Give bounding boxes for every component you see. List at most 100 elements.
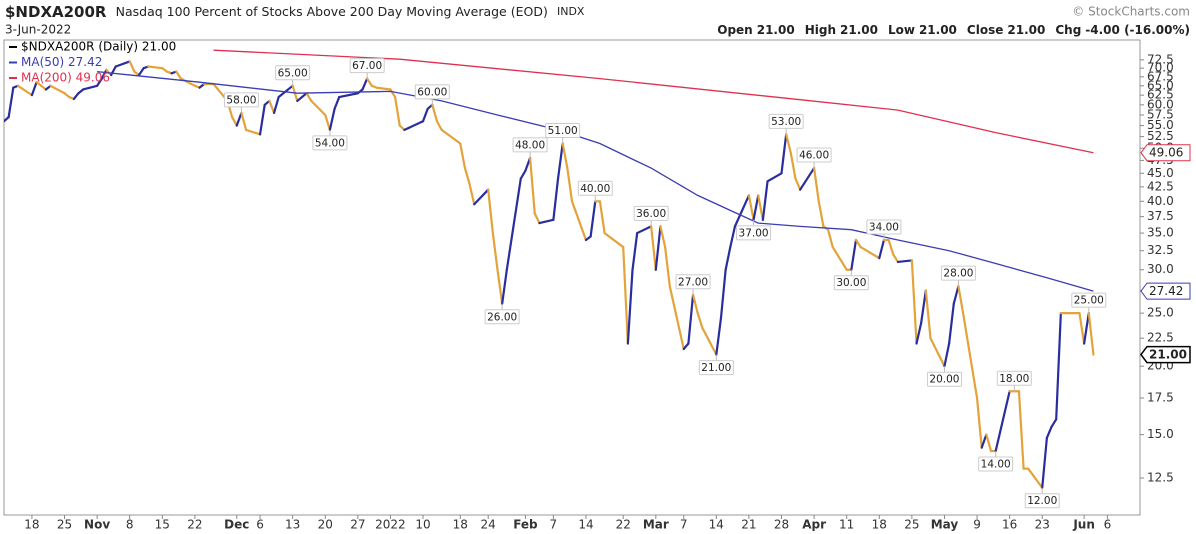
price-segment xyxy=(16,84,34,97)
price-segment xyxy=(389,88,397,99)
price-segment xyxy=(636,225,653,235)
annotation-box xyxy=(698,360,734,376)
price-segment xyxy=(1045,425,1053,439)
x-tick-label: 16 xyxy=(1002,518,1017,532)
annotation-box xyxy=(223,92,259,108)
annotation-box xyxy=(996,370,1032,386)
price-segment xyxy=(519,169,527,180)
price-segment xyxy=(324,113,332,132)
price-segment xyxy=(831,245,848,271)
price-segment xyxy=(137,67,145,77)
y-tick-label: 57.5 xyxy=(1147,107,1174,121)
price-segment xyxy=(100,68,108,80)
annotation-label: 67.00 xyxy=(352,60,382,72)
annotation-box xyxy=(577,180,613,196)
price-segment xyxy=(733,194,751,228)
price-segment xyxy=(96,77,103,87)
price-segment xyxy=(244,128,262,136)
price-segment xyxy=(975,396,983,449)
last-value-tag xyxy=(1140,345,1191,364)
price-segment xyxy=(82,84,99,91)
price-segment xyxy=(333,95,341,110)
annotation-box xyxy=(312,135,348,151)
x-tick-label: 7 xyxy=(550,518,558,532)
price-segment xyxy=(7,86,15,119)
price-segment xyxy=(431,103,439,123)
price-segment xyxy=(747,194,755,221)
x-tick-label: 18 xyxy=(24,518,39,532)
price-segment xyxy=(887,238,895,256)
price-segment xyxy=(985,433,993,453)
annotation-label: 28.00 xyxy=(943,268,973,280)
price-segment xyxy=(305,92,313,103)
moving-average xyxy=(213,49,1094,154)
x-tick-label: 25 xyxy=(57,518,72,532)
x-tick-label: 13 xyxy=(285,518,300,532)
price-segment xyxy=(463,166,471,186)
price-segment xyxy=(1087,312,1095,356)
x-tick-label: 6 xyxy=(256,518,264,532)
annotation-box xyxy=(940,265,976,281)
price-segment xyxy=(501,268,508,305)
annotation-label: 65.00 xyxy=(278,67,308,79)
price-segment xyxy=(528,156,536,215)
quote-label: Open xyxy=(717,23,752,37)
price-segment xyxy=(929,337,946,368)
x-tick-label: 25 xyxy=(904,518,919,532)
price-segment xyxy=(896,259,913,264)
y-tick-label: 17.5 xyxy=(1147,390,1174,404)
plot-area xyxy=(4,49,1095,489)
quote-value: -4.00 (-16.00%) xyxy=(1085,23,1190,37)
y-tick-label: 67.5 xyxy=(1147,69,1174,83)
plot-frame xyxy=(3,39,1141,516)
price-segment xyxy=(435,120,443,132)
x-tick-label: 8 xyxy=(126,518,134,532)
annotation-box xyxy=(796,147,832,163)
price-segment xyxy=(924,289,932,340)
quote-label: Close xyxy=(967,23,1003,37)
quote-label: Low xyxy=(888,23,915,37)
annotation-box xyxy=(414,84,450,100)
price-segment xyxy=(235,111,243,127)
annotation-label: 37.00 xyxy=(739,227,769,239)
price-segment xyxy=(566,166,574,203)
price-segment xyxy=(72,92,80,101)
annotation-box xyxy=(866,219,902,235)
price-segment xyxy=(561,142,569,170)
price-segment xyxy=(761,180,769,221)
price-segment xyxy=(473,188,490,206)
price-segment xyxy=(659,225,667,249)
price-segment xyxy=(258,103,266,136)
x-tick-label: 15 xyxy=(155,518,170,532)
legend-label: MA(50) 27.42 xyxy=(21,55,102,69)
quote-value: 21.00 xyxy=(757,23,795,37)
price-segment xyxy=(682,342,690,351)
y-tick-label: 62.5 xyxy=(1147,88,1174,102)
annotation-box xyxy=(768,113,804,129)
annotation-box xyxy=(736,225,772,241)
quote: Open 21.00 High 21.00 Low 21.00 Close 21.00 Chg -… xyxy=(717,23,1190,37)
y-tick-label: 35.0 xyxy=(1147,226,1174,240)
x-tick-label: 24 xyxy=(481,518,496,532)
price-segment xyxy=(175,70,183,80)
price-segment xyxy=(785,133,792,155)
price-segment xyxy=(533,212,541,225)
price-segment xyxy=(878,238,886,260)
symbol: $NDXA200R xyxy=(5,3,107,21)
price-segment xyxy=(952,285,960,305)
price-segment xyxy=(1078,312,1086,345)
annotation-label: 14.00 xyxy=(981,459,1011,471)
price-segment xyxy=(757,194,764,221)
price-segment xyxy=(328,107,336,132)
annotation-box xyxy=(545,123,581,139)
x-tick-label: 6 xyxy=(1104,518,1112,532)
price-segment xyxy=(622,245,629,345)
y-tick-label: 40.0 xyxy=(1147,194,1174,208)
last-value-label: 21.00 xyxy=(1149,348,1187,362)
annotation-label: 25.00 xyxy=(1074,295,1104,307)
y-tick-label: 42.5 xyxy=(1147,179,1174,193)
x-tick-label: 18 xyxy=(872,518,887,532)
price-segment xyxy=(1017,390,1025,470)
